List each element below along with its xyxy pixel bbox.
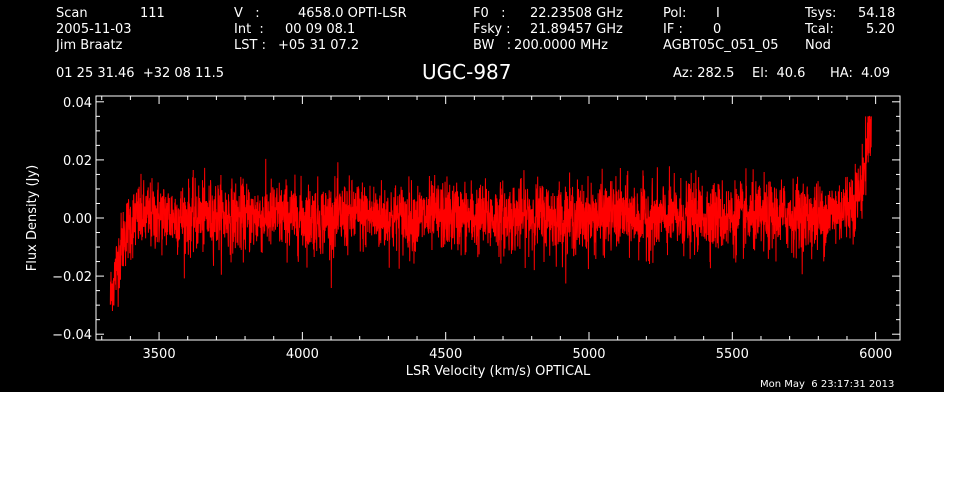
if-value: 0 xyxy=(713,22,722,37)
observing-mode: Nod xyxy=(805,38,831,53)
azimuth: Az: 282.5 xyxy=(673,66,735,81)
integration-label: Int : xyxy=(234,22,264,37)
velocity-label: V : xyxy=(234,6,260,21)
scan-label: Scan xyxy=(56,6,88,21)
f0-label: F0 : xyxy=(473,6,506,21)
x-tick-label: 5000 xyxy=(572,347,605,362)
y-tick-label: 0.02 xyxy=(63,154,92,169)
tsys-label: Tsys: xyxy=(805,6,837,21)
spectrum-chart: 3500 4000 4500 5000 5500 6000 −0.04 −0.02 0.00 0.… xyxy=(25,95,901,379)
tcal-label: Tcal: xyxy=(805,22,834,37)
velocity-value: 4658.0 OPTI-LSR xyxy=(298,6,407,21)
x-tick-label: 4000 xyxy=(286,347,319,362)
chart-title: UGC-987 xyxy=(422,60,512,84)
polarization-label: Pol: xyxy=(663,6,687,21)
lst-value: +05 31 07.2 xyxy=(278,38,360,53)
fsky-value: 21.89457 GHz xyxy=(530,22,623,37)
y-tick-label: 0.04 xyxy=(63,96,92,111)
x-tick-label: 5500 xyxy=(716,347,749,362)
polarization-value: I xyxy=(716,6,720,21)
tcal-value: 5.20 xyxy=(866,22,895,37)
y-axis-label: Flux Density (Jy) xyxy=(25,165,40,271)
spectrum-series-line xyxy=(109,115,872,311)
elevation: El: 40.6 xyxy=(752,66,806,81)
observation-date: 2005-11-03 xyxy=(56,22,132,37)
y-tick-label: 0.00 xyxy=(63,212,92,227)
x-axis-label: LSR Velocity (km/s) OPTICAL xyxy=(406,364,591,379)
x-tick-label: 3500 xyxy=(143,347,176,362)
plot-timestamp: Mon May 6 23:17:31 2013 xyxy=(760,379,895,390)
tsys-value: 54.18 xyxy=(858,6,896,21)
observer-name: Jim Braatz xyxy=(56,38,123,53)
hour-angle: HA: 4.09 xyxy=(830,66,891,81)
integration-value: 00 09 08.1 xyxy=(285,22,356,37)
y-tick-label: −0.02 xyxy=(52,270,92,285)
source-coordinates: 01 25 31.46 +32 08 11.5 xyxy=(56,66,225,81)
x-tick-label: 4500 xyxy=(429,347,462,362)
bandwidth-value: 200.0000 MHz xyxy=(514,38,608,53)
if-label: IF : xyxy=(663,22,683,37)
lst-label: LST : xyxy=(234,38,266,53)
y-tick-label: −0.04 xyxy=(52,328,92,343)
fsky-label: Fsky : xyxy=(473,22,511,37)
scan-number: 111 xyxy=(140,6,165,21)
x-tick-label: 6000 xyxy=(859,347,892,362)
bandwidth-label: BW : xyxy=(473,38,512,53)
project-id: AGBT05C_051_05 xyxy=(663,38,779,53)
f0-value: 22.23508 GHz xyxy=(530,6,623,21)
